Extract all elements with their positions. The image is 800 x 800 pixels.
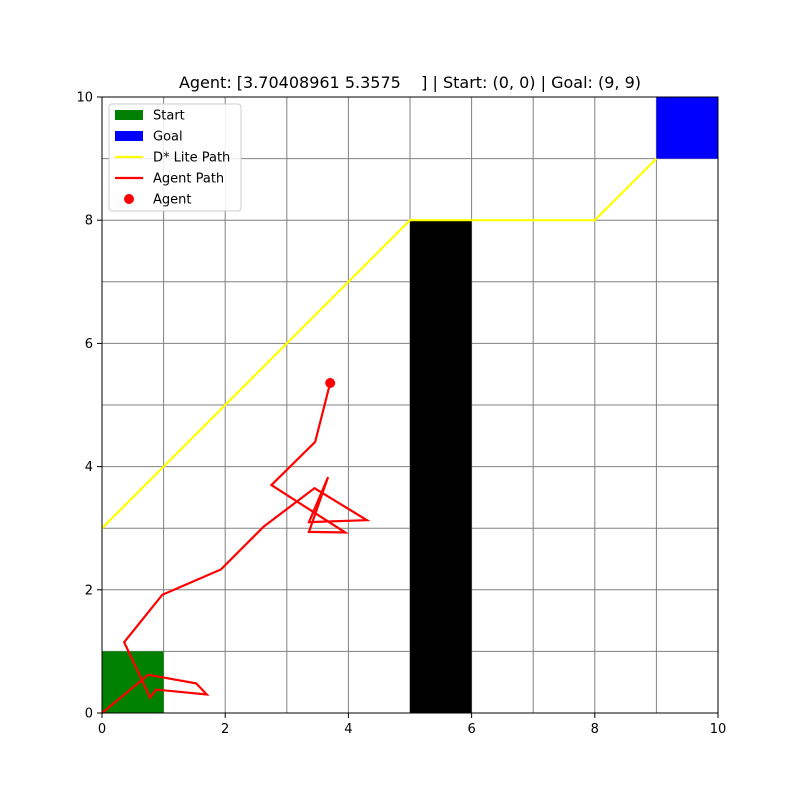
legend-swatch-start — [115, 110, 143, 120]
legend-label: Agent — [153, 193, 191, 208]
dstar-lite-path-line — [101, 157, 658, 529]
paths-layer — [101, 157, 658, 714]
plot-frame — [101, 96, 719, 714]
x-axis: 0 2 4 6 8 10 — [98, 713, 726, 737]
legend-marker-agent — [124, 194, 134, 204]
y-tick-label: 2 — [85, 583, 93, 598]
y-tick-label: 10 — [76, 91, 93, 106]
legend-frame — [108, 103, 242, 212]
y-tick-label: 8 — [85, 214, 93, 229]
legend: Start Goal D* Lite Path Agent Path Agent — [108, 103, 242, 212]
x-tick-label: 10 — [710, 722, 727, 737]
legend-label: Start — [153, 109, 185, 124]
y-axis: 0 2 4 6 8 10 — [76, 91, 102, 722]
goal-cell — [656, 97, 718, 159]
x-tick-label: 4 — [344, 722, 352, 737]
legend-label: Agent Path — [153, 172, 224, 187]
agent-marker — [325, 377, 336, 388]
cells-layer — [102, 97, 718, 713]
agent-path-line — [101, 382, 371, 714]
y-tick-label: 4 — [85, 460, 93, 475]
x-tick-label: 8 — [591, 722, 599, 737]
legend-swatch-goal — [115, 131, 143, 141]
legend-label: Goal — [153, 130, 183, 145]
legend-label: D* Lite Path — [153, 151, 230, 166]
x-tick-label: 0 — [98, 722, 106, 737]
obstacle-cell — [410, 220, 472, 713]
y-tick-label: 6 — [85, 337, 93, 352]
chart-title: Agent: [3.70408961 5.3575 ] | Start: (0,… — [179, 73, 641, 92]
x-tick-label: 6 — [467, 722, 475, 737]
x-tick-label: 2 — [221, 722, 229, 737]
y-tick-label: 0 — [85, 707, 93, 722]
